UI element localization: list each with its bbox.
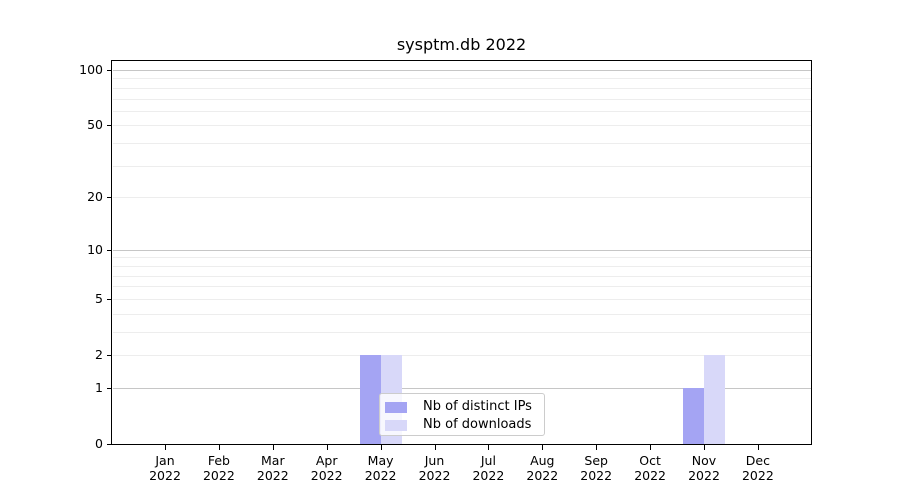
x-tick-mark xyxy=(650,445,652,450)
legend-swatch-icon xyxy=(385,419,407,431)
y-tick-label: 100 xyxy=(79,62,103,77)
gridline-major xyxy=(113,249,811,251)
gridline-minor xyxy=(113,197,811,199)
gridline-minor xyxy=(113,331,811,333)
x-tick-mark xyxy=(326,445,328,450)
x-tick-label: Jun 2022 xyxy=(418,453,451,483)
x-tick-label: May 2022 xyxy=(364,453,397,483)
bar-nb-of-distinct-ips xyxy=(683,387,704,444)
gridline-minor xyxy=(113,313,811,315)
x-tick-label: Feb 2022 xyxy=(202,453,235,483)
y-tick-mark xyxy=(107,70,112,71)
x-tick-mark xyxy=(757,445,759,450)
gridline-minor xyxy=(113,265,811,267)
legend-label: Nb of downloads xyxy=(423,417,532,432)
gridline-minor xyxy=(113,355,811,356)
gridline-minor xyxy=(113,87,811,89)
x-tick-mark xyxy=(542,445,544,450)
gridline-minor xyxy=(113,110,811,112)
y-tick-label: 0 xyxy=(95,436,103,451)
x-tick-mark xyxy=(272,445,274,450)
gridline-minor xyxy=(113,275,811,277)
legend-item: Nb of downloads xyxy=(385,417,544,433)
x-tick-label: Aug 2022 xyxy=(526,453,559,483)
legend-label: Nb of distinct IPs xyxy=(423,399,532,414)
y-tick-mark xyxy=(107,298,112,300)
x-tick-label: Dec 2022 xyxy=(741,453,774,483)
x-tick-label: Oct 2022 xyxy=(634,453,666,483)
x-tick-label: Sep 2022 xyxy=(580,453,613,483)
y-tick-label: 20 xyxy=(87,189,103,205)
x-tick-label: Mar 2022 xyxy=(256,453,289,483)
gridline-major xyxy=(113,387,811,389)
gridline-minor xyxy=(113,125,811,127)
x-tick-mark xyxy=(488,445,490,450)
y-tick-mark xyxy=(107,355,112,356)
y-tick-label: 5 xyxy=(95,290,103,306)
x-tick-mark xyxy=(165,445,166,450)
gridline-minor xyxy=(113,257,811,259)
y-tick-mark xyxy=(107,387,112,389)
legend-swatch-icon xyxy=(385,401,407,413)
gridline-minor xyxy=(113,165,811,167)
bar-nb-of-downloads xyxy=(704,355,725,444)
gridline-minor xyxy=(113,143,811,145)
legend-item: Nb of distinct IPs xyxy=(385,399,544,415)
legend: Nb of distinct IPs Nb of downloads xyxy=(379,393,545,436)
gridline-minor xyxy=(113,286,811,288)
bar-nb-of-distinct-ips xyxy=(359,355,381,444)
x-tick-mark xyxy=(434,445,436,450)
x-tick-label: Nov 2022 xyxy=(688,453,720,483)
y-tick-label: 50 xyxy=(87,117,103,133)
chart-title: sysptm.db 2022 xyxy=(396,35,527,54)
y-tick-label: 10 xyxy=(87,241,103,257)
gridline-minor xyxy=(113,78,811,80)
gridline-major xyxy=(113,70,811,71)
x-tick-mark xyxy=(704,445,705,450)
x-tick-mark xyxy=(380,445,382,450)
x-tick-mark xyxy=(596,445,598,450)
x-tick-mark xyxy=(218,445,220,450)
gridline-minor xyxy=(113,298,811,300)
y-tick-mark xyxy=(107,197,112,199)
y-tick-label: 1 xyxy=(95,379,103,395)
x-tick-label: Jul 2022 xyxy=(472,453,505,483)
y-tick-label: 2 xyxy=(95,347,103,362)
y-tick-mark xyxy=(107,125,112,127)
x-tick-label: Apr 2022 xyxy=(310,453,343,483)
y-tick-mark xyxy=(107,249,112,251)
x-tick-label: Jan 2022 xyxy=(149,453,181,483)
y-tick-mark xyxy=(107,444,112,445)
gridline-minor xyxy=(113,98,811,100)
